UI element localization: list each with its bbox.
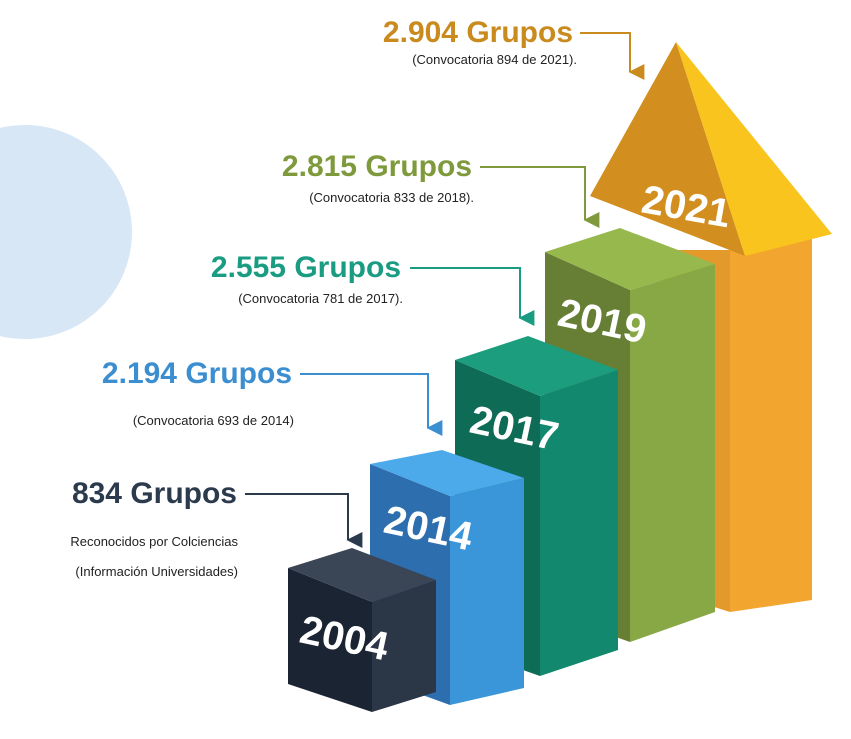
note: (Convocatoria 693 de 2014) <box>133 413 294 428</box>
note: (Convocatoria 894 de 2021). <box>412 52 577 67</box>
note: Reconocidos por Colciencias <box>70 534 238 549</box>
note: (Convocatoria 833 de 2018). <box>309 190 474 205</box>
note: (Información Universidades) <box>75 564 238 579</box>
groups-label: 2.194 Grupos <box>102 357 292 390</box>
connector <box>410 267 535 326</box>
groups-label: 2.555 Grupos <box>211 251 401 284</box>
connector <box>300 373 443 436</box>
groups-label: 2.904 Grupos <box>383 16 573 49</box>
step-2004: 2004 <box>288 548 436 712</box>
connector <box>580 32 645 80</box>
note: (Convocatoria 781 de 2017). <box>238 291 403 306</box>
connector <box>245 493 363 548</box>
decor-circle <box>0 125 132 339</box>
groups-label: 2.815 Grupos <box>282 150 472 183</box>
connector <box>480 166 600 228</box>
groups-label: 834 Grupos <box>72 477 237 510</box>
